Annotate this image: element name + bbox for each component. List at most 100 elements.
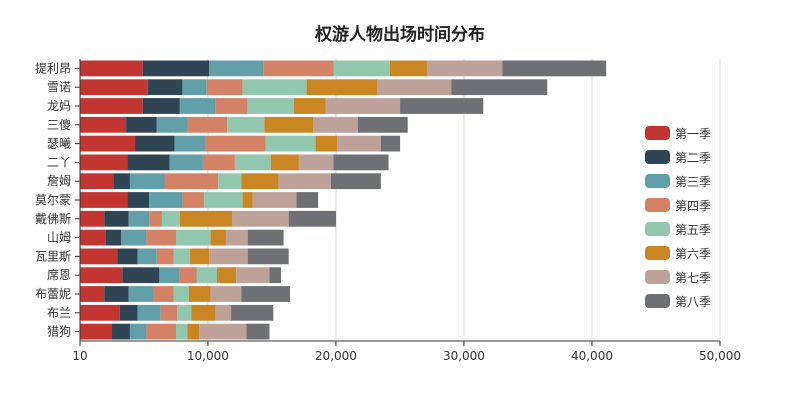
- bar-segment[interactable]: [313, 116, 358, 133]
- bar-segment[interactable]: [209, 60, 264, 77]
- legend-item[interactable]: 第六季: [645, 242, 745, 266]
- bar-segment[interactable]: [152, 286, 174, 302]
- legend-item[interactable]: 第二季: [645, 146, 745, 170]
- bar-segment[interactable]: [263, 60, 334, 77]
- bar-segment[interactable]: [325, 98, 401, 114]
- bar-segment[interactable]: [104, 286, 129, 302]
- bar-segment[interactable]: [210, 286, 242, 302]
- bar-segment[interactable]: [161, 210, 180, 227]
- legend-item[interactable]: 第四季: [645, 194, 745, 218]
- bar-segment[interactable]: [252, 192, 297, 208]
- bar-segment[interactable]: [215, 304, 232, 321]
- bar-segment[interactable]: [296, 192, 319, 208]
- bar-segment[interactable]: [160, 304, 178, 321]
- bar-segment[interactable]: [137, 304, 161, 321]
- bar-segment[interactable]: [164, 173, 219, 190]
- bar-segment[interactable]: [128, 286, 153, 302]
- bar-segment[interactable]: [80, 323, 113, 340]
- bar-segment[interactable]: [209, 248, 248, 265]
- bar-segment[interactable]: [135, 135, 175, 152]
- bar-segment[interactable]: [265, 135, 316, 152]
- bar-segment[interactable]: [80, 154, 128, 171]
- bar-segment[interactable]: [278, 173, 331, 190]
- bar-segment[interactable]: [242, 192, 253, 208]
- bar-segment[interactable]: [119, 304, 138, 321]
- bar-segment[interactable]: [126, 116, 157, 133]
- bar-segment[interactable]: [199, 323, 247, 340]
- bar-segment[interactable]: [142, 60, 210, 77]
- bar-segment[interactable]: [330, 173, 381, 190]
- bar-segment[interactable]: [80, 248, 118, 265]
- bar-segment[interactable]: [137, 248, 157, 265]
- bar-segment[interactable]: [231, 304, 274, 321]
- bar-segment[interactable]: [149, 192, 183, 208]
- bar-segment[interactable]: [337, 135, 381, 152]
- bar-segment[interactable]: [80, 286, 105, 302]
- bar-segment[interactable]: [182, 79, 207, 96]
- bar-segment[interactable]: [269, 267, 282, 284]
- bar-segment[interactable]: [333, 154, 389, 171]
- bar-segment[interactable]: [247, 229, 284, 246]
- bar-segment[interactable]: [242, 79, 307, 96]
- bar-segment[interactable]: [113, 173, 130, 190]
- bar-segment[interactable]: [80, 229, 106, 246]
- bar-segment[interactable]: [264, 116, 314, 133]
- bar-segment[interactable]: [202, 154, 235, 171]
- bar-segment[interactable]: [146, 323, 177, 340]
- bar-segment[interactable]: [246, 323, 270, 340]
- bar-segment[interactable]: [117, 248, 138, 265]
- bar-segment[interactable]: [288, 210, 337, 227]
- bar-segment[interactable]: [80, 135, 136, 152]
- bar-segment[interactable]: [451, 79, 548, 96]
- bar-segment[interactable]: [146, 229, 177, 246]
- bar-segment[interactable]: [357, 116, 408, 133]
- bar-segment[interactable]: [156, 248, 174, 265]
- bar-segment[interactable]: [176, 323, 188, 340]
- bar-segment[interactable]: [174, 135, 206, 152]
- bar-segment[interactable]: [127, 192, 150, 208]
- bar-segment[interactable]: [169, 154, 203, 171]
- bar-segment[interactable]: [147, 79, 183, 96]
- bar-segment[interactable]: [187, 323, 200, 340]
- bar-segment[interactable]: [191, 304, 216, 321]
- bar-segment[interactable]: [80, 304, 120, 321]
- bar-segment[interactable]: [105, 229, 121, 246]
- legend-item[interactable]: 第七季: [645, 266, 745, 290]
- bar-segment[interactable]: [80, 116, 127, 133]
- bar-segment[interactable]: [247, 248, 289, 265]
- bar-segment[interactable]: [333, 60, 390, 77]
- bar-segment[interactable]: [206, 79, 243, 96]
- bar-segment[interactable]: [270, 154, 299, 171]
- bar-segment[interactable]: [129, 323, 147, 340]
- bar-segment[interactable]: [187, 116, 228, 133]
- bar-segment[interactable]: [210, 229, 226, 246]
- bar-segment[interactable]: [380, 135, 401, 152]
- bar-segment[interactable]: [225, 229, 248, 246]
- bar-segment[interactable]: [234, 154, 271, 171]
- legend-item[interactable]: 第八季: [645, 290, 745, 314]
- bar-segment[interactable]: [177, 304, 192, 321]
- bar-segment[interactable]: [196, 267, 217, 284]
- bar-segment[interactable]: [204, 192, 243, 208]
- legend-item[interactable]: 第五季: [645, 218, 745, 242]
- legend-item[interactable]: 第三季: [645, 170, 745, 194]
- bar-segment[interactable]: [80, 192, 128, 208]
- bar-segment[interactable]: [179, 210, 233, 227]
- bar-segment[interactable]: [80, 98, 143, 114]
- bar-segment[interactable]: [179, 98, 216, 114]
- bar-segment[interactable]: [80, 173, 114, 190]
- bar-segment[interactable]: [122, 267, 160, 284]
- bar-segment[interactable]: [227, 116, 265, 133]
- bar-segment[interactable]: [129, 173, 165, 190]
- bar-segment[interactable]: [389, 60, 427, 77]
- bar-segment[interactable]: [247, 98, 294, 114]
- bar-segment[interactable]: [232, 210, 289, 227]
- bar-segment[interactable]: [426, 60, 503, 77]
- bar-segment[interactable]: [190, 248, 210, 265]
- bar-segment[interactable]: [112, 323, 130, 340]
- bar-segment[interactable]: [156, 116, 188, 133]
- bar-segment[interactable]: [241, 286, 290, 302]
- bar-segment[interactable]: [179, 267, 197, 284]
- bar-segment[interactable]: [315, 135, 338, 152]
- bar-segment[interactable]: [205, 135, 266, 152]
